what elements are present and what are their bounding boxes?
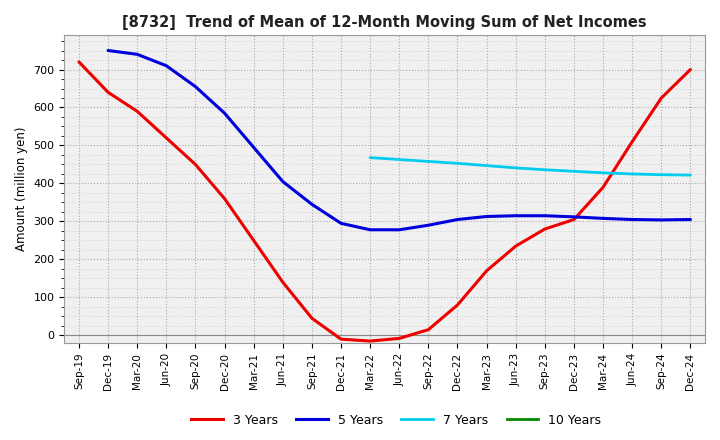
Title: [8732]  Trend of Mean of 12-Month Moving Sum of Net Incomes: [8732] Trend of Mean of 12-Month Moving … <box>122 15 647 30</box>
Legend: 3 Years, 5 Years, 7 Years, 10 Years: 3 Years, 5 Years, 7 Years, 10 Years <box>186 409 606 432</box>
Y-axis label: Amount (million yen): Amount (million yen) <box>15 127 28 251</box>
